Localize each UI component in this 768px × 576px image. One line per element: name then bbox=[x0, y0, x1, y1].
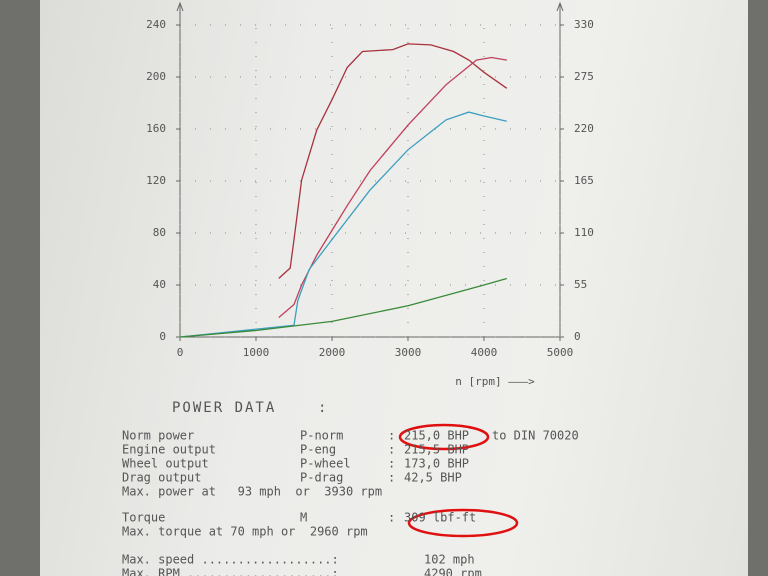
report-cell: P-eng bbox=[300, 443, 336, 457]
y2-tick-label: 330 bbox=[574, 18, 594, 31]
report-cell: P-norm bbox=[300, 429, 343, 443]
series-line bbox=[278, 56, 507, 318]
y-tick-label: 80 bbox=[153, 226, 166, 239]
x-axis-label: n [rpm] ———> bbox=[455, 375, 535, 388]
y2-tick-label: 165 bbox=[574, 174, 594, 187]
report-cell: : bbox=[388, 457, 395, 471]
x-tick-label: 2000 bbox=[319, 346, 346, 359]
report-cell: 173,0 BHP bbox=[404, 457, 469, 471]
y2-tick-label: 0 bbox=[574, 330, 581, 343]
report-cell: 215,0 BHP bbox=[404, 429, 469, 443]
report-cell: 215,5 BHP bbox=[404, 443, 469, 457]
series-line bbox=[278, 43, 508, 279]
paper bbox=[40, 0, 748, 576]
y2-tick-label: 220 bbox=[574, 122, 594, 135]
report-cell: : bbox=[388, 443, 395, 457]
report-cell: : bbox=[388, 471, 395, 485]
y2-tick-label: 275 bbox=[574, 70, 594, 83]
report-cell: : bbox=[388, 511, 395, 525]
y2-tick-label: 55 bbox=[574, 278, 587, 291]
report-cell: Engine output bbox=[122, 443, 216, 457]
axis-arrow bbox=[556, 1, 564, 12]
report-cell: Wheel output bbox=[122, 457, 209, 471]
y2-tick-label: 110 bbox=[574, 226, 594, 239]
report-cell: Max. RPM ....................: bbox=[122, 567, 339, 576]
series-line bbox=[179, 111, 507, 338]
report-cell: 309 lbf-ft bbox=[404, 511, 476, 525]
report-cell: Max. power at 93 mph or 3930 rpm bbox=[122, 485, 382, 499]
report-cell: 102 mph bbox=[424, 553, 475, 567]
axis-arrow bbox=[176, 1, 184, 12]
report-title: POWER DATA : bbox=[172, 400, 328, 416]
y-tick-label: 120 bbox=[146, 174, 166, 187]
x-tick-label: 0 bbox=[177, 346, 184, 359]
x-tick-label: 4000 bbox=[471, 346, 498, 359]
report-cell: M bbox=[300, 511, 307, 525]
report-cell: Drag output bbox=[122, 471, 201, 485]
report-cell: P-drag bbox=[300, 471, 343, 485]
x-tick-label: 1000 bbox=[243, 346, 270, 359]
report-cell: 42,5 BHP bbox=[404, 471, 462, 485]
report-cell: Max. speed ..................: bbox=[122, 553, 339, 567]
report-cell: to DIN 70020 bbox=[492, 429, 579, 443]
y-tick-label: 200 bbox=[146, 70, 166, 83]
y-tick-label: 0 bbox=[159, 330, 166, 343]
report-cell: Torque bbox=[122, 511, 165, 525]
y-tick-label: 160 bbox=[146, 122, 166, 135]
report-cell: P-wheel bbox=[300, 457, 351, 471]
highlight bbox=[398, 423, 490, 451]
report-cell: Norm power bbox=[122, 429, 194, 443]
y-tick-label: 40 bbox=[153, 278, 166, 291]
x-tick-label: 3000 bbox=[395, 346, 422, 359]
report-cell: 4290 rpm bbox=[424, 567, 482, 576]
report-cell: Max. torque at 70 mph or 2960 rpm bbox=[122, 525, 368, 539]
highlight bbox=[407, 508, 519, 538]
y-tick-label: 240 bbox=[146, 18, 166, 31]
x-tick-label: 5000 bbox=[547, 346, 574, 359]
series-line bbox=[179, 277, 507, 338]
report-cell: : bbox=[388, 429, 395, 443]
